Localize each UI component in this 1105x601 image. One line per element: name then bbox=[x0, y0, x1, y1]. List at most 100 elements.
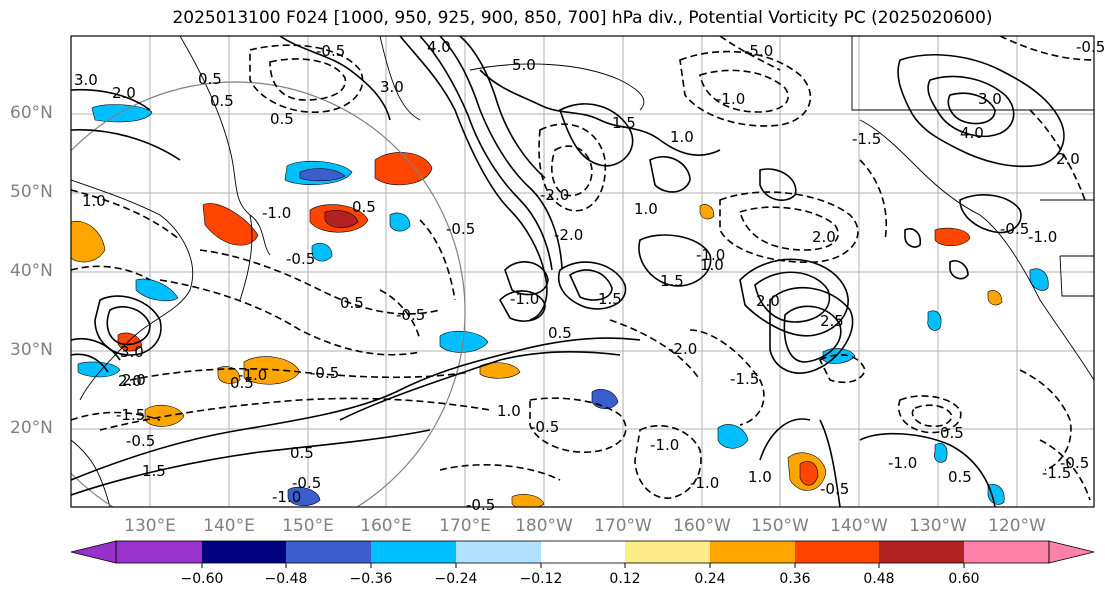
contour-label: 4.0 bbox=[427, 38, 451, 56]
map-frame bbox=[70, 35, 1095, 508]
patch-negative bbox=[439, 330, 489, 353]
contour-label: 1.0 bbox=[497, 402, 521, 420]
contour-label: 0.5 bbox=[948, 468, 972, 486]
lat-label: 50°N bbox=[10, 182, 53, 202]
colorbar-extend-high bbox=[1048, 540, 1095, 564]
contour-label: 0.5 bbox=[340, 294, 364, 312]
contour-label: 2.0 bbox=[112, 84, 136, 102]
lon-label: 170°W bbox=[594, 516, 652, 536]
gridlines bbox=[71, 36, 1094, 507]
shading-patches bbox=[71, 104, 1049, 507]
patch-negative bbox=[591, 389, 619, 410]
colorbar-bin bbox=[710, 541, 795, 563]
colorbar-bin bbox=[116, 541, 202, 563]
contour-label: 0.5 bbox=[290, 444, 314, 462]
contour-label: -2.0 bbox=[540, 186, 569, 204]
lat-label: 60°N bbox=[10, 103, 53, 123]
contour-label: 3.0 bbox=[380, 78, 404, 96]
contour-label: -1.0 bbox=[716, 90, 745, 108]
contour-label: 2.0 bbox=[756, 292, 780, 310]
colorbar-bin bbox=[456, 541, 541, 563]
contour-label: -0.5 bbox=[466, 496, 495, 514]
colorbar-outline bbox=[115, 540, 1050, 564]
contour-label: 1.5 bbox=[660, 272, 684, 290]
colorbar-bin bbox=[795, 541, 879, 563]
contour-label: -0.5 bbox=[1060, 454, 1089, 472]
solid-contours bbox=[71, 36, 1065, 507]
contour-label: -0.5 bbox=[446, 220, 475, 238]
patch-negative bbox=[934, 442, 948, 463]
patch-negative bbox=[311, 243, 333, 262]
lon-label: 120°W bbox=[988, 516, 1046, 536]
contour-label: -0.5 bbox=[820, 480, 849, 498]
colorbar-bin bbox=[964, 541, 1049, 563]
patch-negative bbox=[927, 310, 942, 331]
lon-label: 140°W bbox=[830, 516, 888, 536]
patch-positive bbox=[699, 204, 715, 220]
contour-label: -1.0 bbox=[690, 474, 719, 492]
contour-label: -1.0 bbox=[650, 436, 679, 454]
lon-label: 130°E bbox=[124, 516, 176, 536]
lon-label: 160°E bbox=[360, 516, 412, 536]
patch-negative bbox=[77, 361, 121, 378]
contour-label: 0.5 bbox=[198, 70, 222, 88]
reference-circle bbox=[71, 81, 466, 507]
lon-label: 160°W bbox=[673, 516, 731, 536]
contour-label: 0.5 bbox=[230, 374, 254, 392]
colorbar-tick-label: 0.60 bbox=[948, 571, 980, 587]
contour-label: -1.0 bbox=[888, 454, 917, 472]
colorbar-tick-label: −0.24 bbox=[434, 571, 478, 587]
contour-label: -1.5 bbox=[730, 370, 759, 388]
patch-negative bbox=[135, 278, 179, 302]
contour-label: -0.5 bbox=[310, 364, 339, 382]
contour-label: -0.5 bbox=[292, 474, 321, 492]
patch-positive-core bbox=[324, 210, 359, 229]
lon-label: 170°E bbox=[439, 516, 491, 536]
contour-label: 1.0 bbox=[670, 128, 694, 146]
contour-label: -1.5 bbox=[1042, 464, 1071, 482]
colorbar-bin bbox=[541, 541, 625, 563]
contour-label: 2.0 bbox=[118, 372, 142, 390]
patch-positive bbox=[987, 290, 1003, 306]
contour-label: 1.0 bbox=[748, 468, 772, 486]
contour-label: -0.5 bbox=[126, 432, 155, 450]
colorbar-extend-low bbox=[70, 540, 117, 564]
contour-label: 3.0 bbox=[74, 71, 98, 89]
colorbar-tick-label: 0.12 bbox=[609, 571, 641, 587]
contour-labels: 3.0 4.0 2.0 0.5 -0.5 3.0 5.0 -5.0 1.0 1.… bbox=[74, 38, 1105, 514]
contour-label: -0.5 bbox=[396, 306, 425, 324]
contour-label: -0.5 bbox=[530, 418, 559, 436]
contour-label: 0.5 bbox=[940, 424, 964, 442]
patch-negative bbox=[717, 424, 749, 449]
contour-label: 3.0 bbox=[120, 343, 144, 361]
contour-label: -1.0 bbox=[510, 290, 539, 308]
contour-label: 2.5 bbox=[820, 312, 844, 330]
contour-label: -1.0 bbox=[262, 204, 291, 222]
contour-label: 2.0 bbox=[1056, 150, 1080, 168]
patch-positive bbox=[202, 203, 259, 246]
colorbar-bin bbox=[879, 541, 964, 563]
colorbar-bin bbox=[202, 541, 286, 563]
lon-label: 150°W bbox=[751, 516, 809, 536]
colorbar bbox=[70, 540, 1095, 568]
lat-label: 40°N bbox=[10, 261, 53, 281]
contour-label: 0.5 bbox=[352, 198, 376, 216]
contour-label: -0.5 bbox=[1000, 220, 1029, 238]
patch-negative-core bbox=[299, 168, 346, 182]
contour-label: 1.5 bbox=[142, 462, 166, 480]
colorbar-bin bbox=[286, 541, 371, 563]
lat-label: 30°N bbox=[10, 340, 53, 360]
contour-label: 1.5 bbox=[612, 114, 636, 132]
contour-label: -1.0 bbox=[1028, 228, 1057, 246]
patch-positive bbox=[217, 366, 241, 384]
map-title: 2025013100 F024 [1000, 950, 925, 900, 85… bbox=[172, 8, 993, 28]
patch-negative bbox=[389, 212, 411, 232]
contour-label: -0.5 bbox=[286, 250, 315, 268]
patch-positive bbox=[511, 494, 545, 507]
patch-negative bbox=[91, 104, 153, 123]
lon-label: 150°E bbox=[282, 516, 334, 536]
colorbar-tick-label: −0.12 bbox=[519, 571, 563, 587]
contour-label: 4.0 bbox=[960, 124, 984, 142]
contour-label: -2.0 bbox=[554, 226, 583, 244]
